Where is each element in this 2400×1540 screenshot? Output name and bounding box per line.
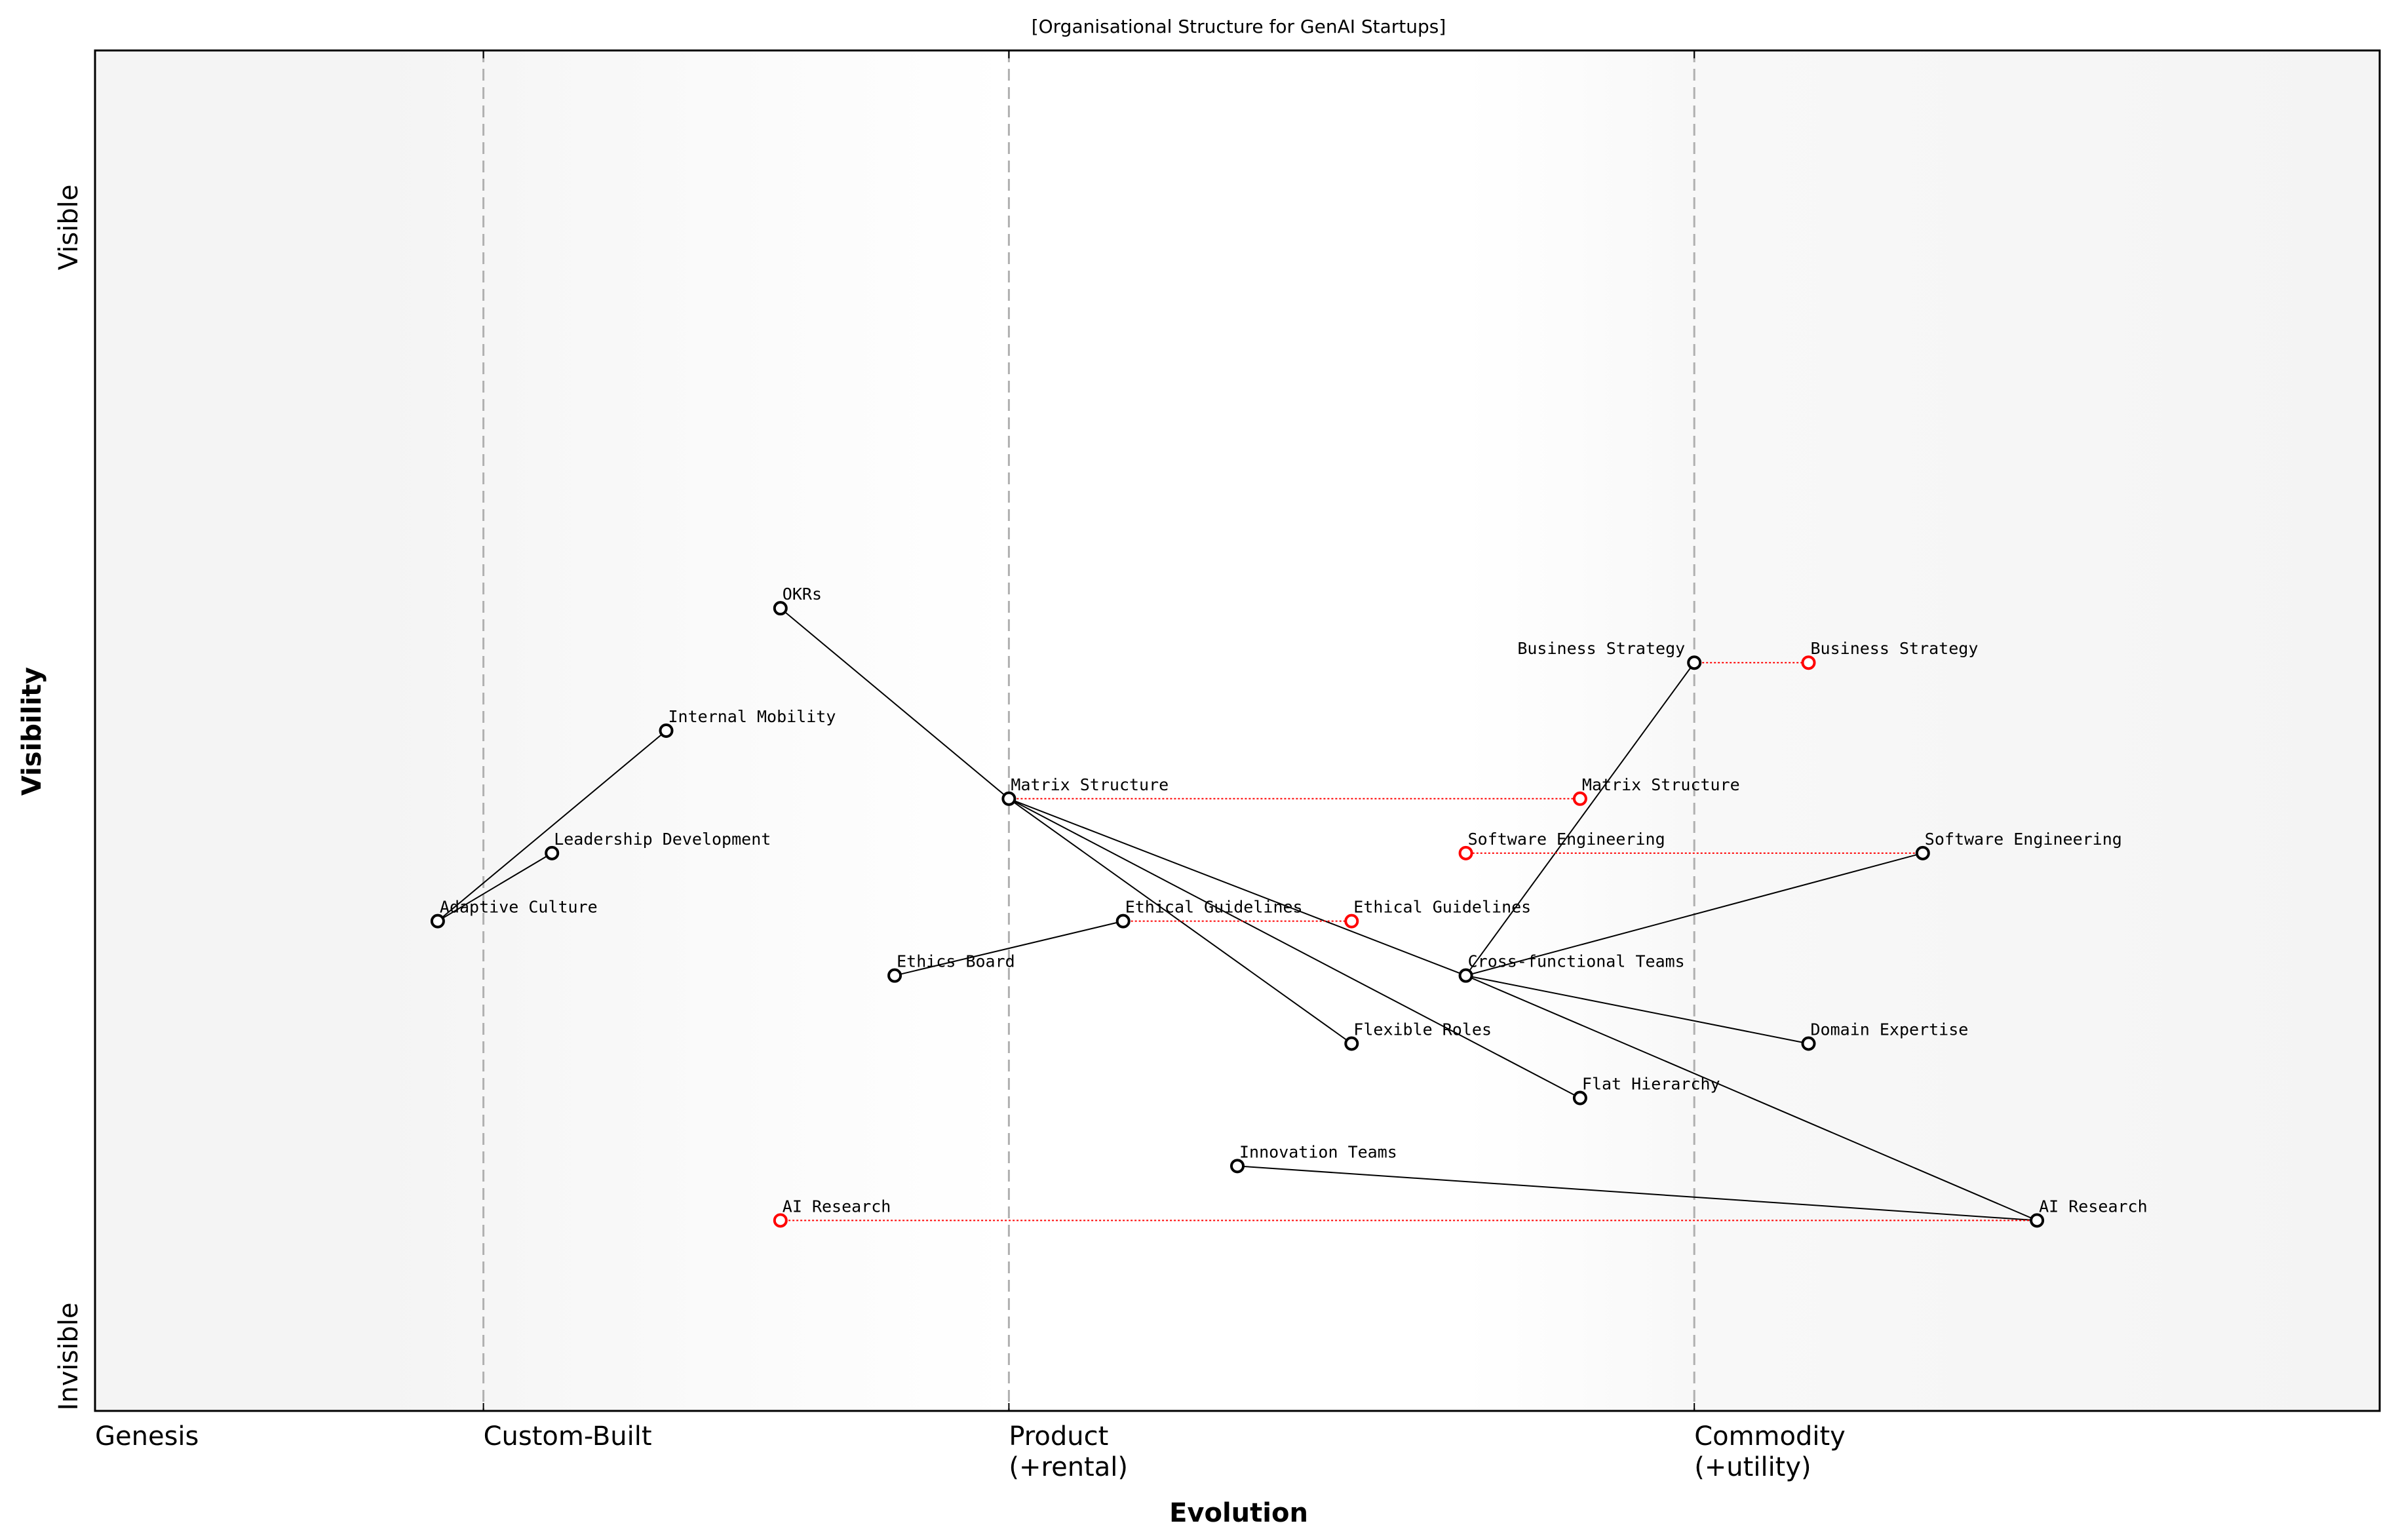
dependency-link (1008, 798, 1581, 1099)
component-label: Flat Hierarchy (1582, 1075, 1720, 1094)
component-node (887, 968, 902, 983)
component-label: Flexible Roles (1353, 1020, 1492, 1039)
evolved-component-label: AI Research (783, 1197, 891, 1216)
component-node (1230, 1159, 1245, 1174)
component-label: Innovation Teams (1239, 1142, 1397, 1161)
component-node (1001, 791, 1016, 806)
component-label: OKRs (783, 585, 822, 604)
evolved-component-label: Ethical Guidelines (1353, 898, 1531, 917)
y-tick-label: Invisible (54, 1302, 84, 1410)
component-node (430, 914, 445, 929)
evolved-component-node (1572, 791, 1587, 806)
component-node (1572, 1090, 1587, 1106)
evolved-component-label: Business Strategy (1811, 639, 1979, 658)
x-tick-label: Product (+rental) (1009, 1421, 1128, 1482)
component-node (2030, 1213, 2045, 1228)
x-tick-label: Custom-Built (484, 1421, 652, 1452)
evolved-component-node (1344, 914, 1359, 929)
component-node (1801, 1036, 1816, 1051)
dependency-link (1465, 852, 1924, 976)
evolved-component-label: Software Engineering (1468, 830, 1665, 849)
dependency-link (437, 852, 552, 922)
evolved-component-node (1458, 845, 1473, 860)
dependency-link (1465, 974, 1809, 1045)
dependency-link (437, 730, 667, 922)
component-label: Software Engineering (1925, 830, 2122, 849)
dependency-link (1465, 662, 1695, 976)
component-node (1458, 968, 1473, 983)
evolved-component-node (773, 1213, 788, 1228)
x-tick-label: Commodity (+utility) (1694, 1421, 1846, 1482)
plot-frame (94, 49, 2381, 1412)
component-label: Cross-functional Teams (1468, 952, 1685, 971)
dependency-link (1008, 798, 1352, 1045)
dependency-link (894, 920, 1123, 976)
y-tick-label: Visible (54, 185, 84, 271)
component-label: Adaptive Culture (440, 898, 598, 917)
component-node (545, 845, 560, 860)
dependency-link (1465, 974, 2038, 1222)
component-label: Matrix Structure (1011, 775, 1169, 794)
x-axis-label: Evolution (1169, 1498, 1308, 1528)
y-axis-label: Visibility (17, 667, 47, 796)
component-node (773, 601, 788, 616)
component-node (1915, 845, 1930, 860)
component-node (1344, 1036, 1359, 1051)
component-label: Business Strategy (1517, 639, 1685, 658)
component-label: Ethics Board (897, 952, 1015, 971)
evolved-component-label: Matrix Structure (1582, 775, 1740, 794)
x-tick-label-line: (+rental) (1009, 1452, 1128, 1482)
dependency-link (1237, 1165, 2038, 1222)
component-label: Internal Mobility (668, 707, 836, 726)
component-label: Ethical Guidelines (1125, 898, 1303, 917)
component-label: Domain Expertise (1811, 1020, 1969, 1039)
plot-background (95, 50, 2380, 1411)
component-node (1687, 655, 1702, 670)
x-tick-label-line: Product (1009, 1421, 1108, 1452)
component-label: AI Research (2039, 1197, 2148, 1216)
chart-title: [Organisational Structure for GenAI Star… (1032, 16, 1446, 37)
evolved-component-node (1801, 655, 1816, 670)
x-tick-label-line: (+utility) (1694, 1452, 1811, 1482)
x-tick-label-line: Commodity (1694, 1421, 1846, 1452)
dependency-link (1009, 798, 1466, 976)
dependency-link (780, 607, 1010, 799)
component-node (1115, 914, 1131, 929)
x-tick-label: Genesis (95, 1421, 199, 1452)
component-node (659, 723, 674, 738)
component-label: Leadership Development (554, 830, 771, 849)
